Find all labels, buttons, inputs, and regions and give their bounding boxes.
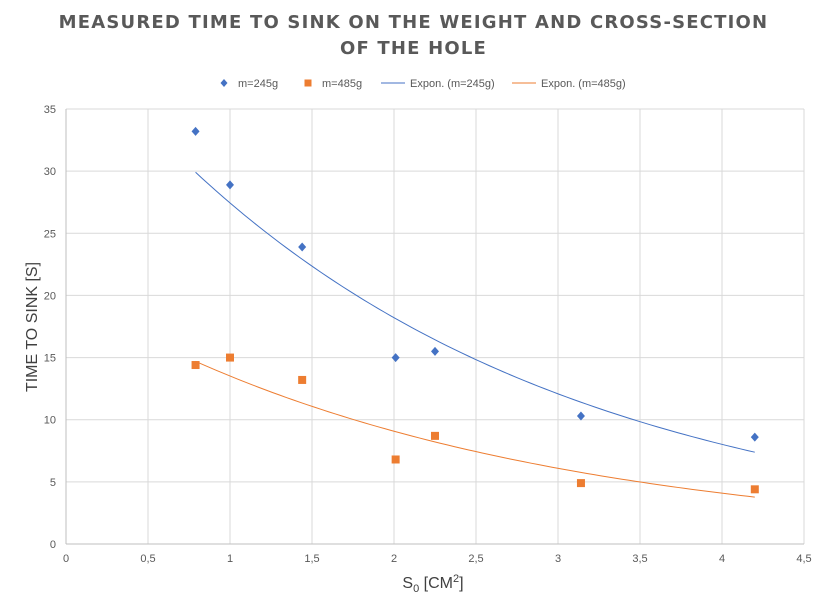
legend-label: m=245g: [238, 78, 278, 90]
data-point-245g: [391, 353, 400, 363]
data-point-485g: [750, 485, 759, 494]
data-point-245g: [431, 346, 439, 356]
data-point-485g: [226, 353, 234, 362]
x-tick-label: 3,5: [632, 553, 647, 565]
data-point-485g: [431, 431, 439, 440]
legend-marker-485g: [304, 79, 312, 87]
legend-label: Expon. (m=245g): [410, 78, 495, 90]
x-tick-label: 2: [391, 553, 397, 565]
legend-marker-245g: [220, 79, 228, 87]
data-point-485g: [391, 455, 400, 464]
legend: m=245g m=485g Expon. (m=245g) Expon. (m=485…: [220, 78, 626, 90]
data-point-485g: [298, 375, 307, 384]
trendlines: [195, 171, 755, 498]
y-tick-label: 0: [50, 539, 56, 551]
y-axis-title: TIME TO SINK [S]: [24, 262, 41, 392]
x-tick-label: 0,5: [140, 553, 155, 565]
data-point-245g: [298, 242, 307, 252]
data-point-245g: [226, 180, 234, 190]
trendline-485g: [195, 360, 755, 498]
x-tick-label: 1,5: [304, 553, 319, 565]
axes: 0 5 10 15 20 25 30 35 0 0,5 1 1,5 2 2,5 3 3,5 4 4,5: [44, 104, 812, 565]
chart-title: MEASURED TIME TO SINK ON THE WEIGHT AND …: [0, 10, 827, 62]
x-tick-label: 4: [719, 553, 725, 565]
y-tick-label: 30: [44, 166, 56, 178]
x-tick-label: 0: [63, 553, 69, 565]
y-tick-label: 15: [44, 353, 56, 365]
x-tick-label: 2,5: [468, 553, 483, 565]
legend-label: m=485g: [322, 78, 362, 90]
data-point-485g: [576, 479, 585, 488]
data-point-485g: [191, 361, 200, 370]
x-axis-title: S0 [CM2]: [402, 573, 463, 595]
y-tick-label: 35: [44, 104, 56, 116]
y-tick-label: 10: [44, 415, 56, 427]
x-tick-label: 4,5: [796, 553, 811, 565]
data-points: [191, 126, 759, 494]
data-point-245g: [750, 432, 759, 442]
chart-title-line-1: MEASURED TIME TO SINK ON THE WEIGHT AND …: [58, 12, 769, 33]
chart-title-line-2: OF THE HOLE: [339, 38, 488, 59]
legend-label: Expon. (m=485g): [541, 78, 626, 90]
trendline-245g: [195, 171, 755, 453]
data-point-245g: [576, 411, 585, 421]
gridlines: [66, 108, 805, 544]
x-tick-label: 1: [227, 553, 233, 565]
y-tick-label: 25: [44, 228, 56, 240]
x-tick-label: 3: [555, 553, 561, 565]
data-point-245g: [191, 126, 200, 136]
y-tick-label: 20: [44, 290, 56, 302]
y-tick-label: 5: [50, 477, 56, 489]
